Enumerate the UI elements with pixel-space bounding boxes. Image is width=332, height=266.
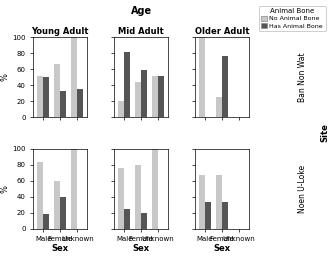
Y-axis label: %: % — [0, 73, 9, 81]
Bar — [135, 165, 141, 229]
Bar — [199, 175, 205, 229]
Bar — [158, 76, 164, 117]
Bar — [118, 101, 124, 117]
Bar — [205, 202, 211, 229]
X-axis label: Sex: Sex — [213, 244, 230, 253]
Bar — [60, 91, 66, 117]
Bar — [222, 202, 228, 229]
Text: Site: Site — [321, 124, 330, 142]
Legend: No Animal Bone, Has Animal Bone: No Animal Bone, Has Animal Bone — [259, 6, 326, 31]
Bar — [54, 64, 60, 117]
Text: Noen U-Loke: Noen U-Loke — [297, 165, 307, 213]
Bar — [38, 162, 43, 229]
Bar — [141, 70, 147, 117]
Text: Age: Age — [130, 6, 152, 16]
Bar — [141, 213, 147, 229]
Bar — [216, 175, 222, 229]
Bar — [135, 82, 141, 117]
Bar — [222, 56, 228, 117]
Bar — [71, 37, 77, 117]
Bar — [54, 181, 60, 229]
Title: Mid Adult: Mid Adult — [118, 27, 164, 36]
Bar — [152, 76, 158, 117]
Y-axis label: %: % — [0, 185, 9, 193]
Bar — [38, 76, 43, 117]
Bar — [118, 168, 124, 229]
Bar — [152, 149, 158, 229]
Bar — [216, 97, 222, 117]
Bar — [199, 37, 205, 117]
Bar — [43, 214, 49, 229]
Bar — [124, 52, 130, 117]
Title: Young Adult: Young Adult — [32, 27, 89, 36]
Bar — [77, 89, 83, 117]
Text: Ban Non Wat: Ban Non Wat — [297, 52, 307, 102]
Title: Older Adult: Older Adult — [195, 27, 249, 36]
Bar — [124, 209, 130, 229]
Bar — [43, 77, 49, 117]
Bar — [71, 149, 77, 229]
X-axis label: Sex: Sex — [52, 244, 69, 253]
X-axis label: Sex: Sex — [132, 244, 150, 253]
Bar — [60, 197, 66, 229]
